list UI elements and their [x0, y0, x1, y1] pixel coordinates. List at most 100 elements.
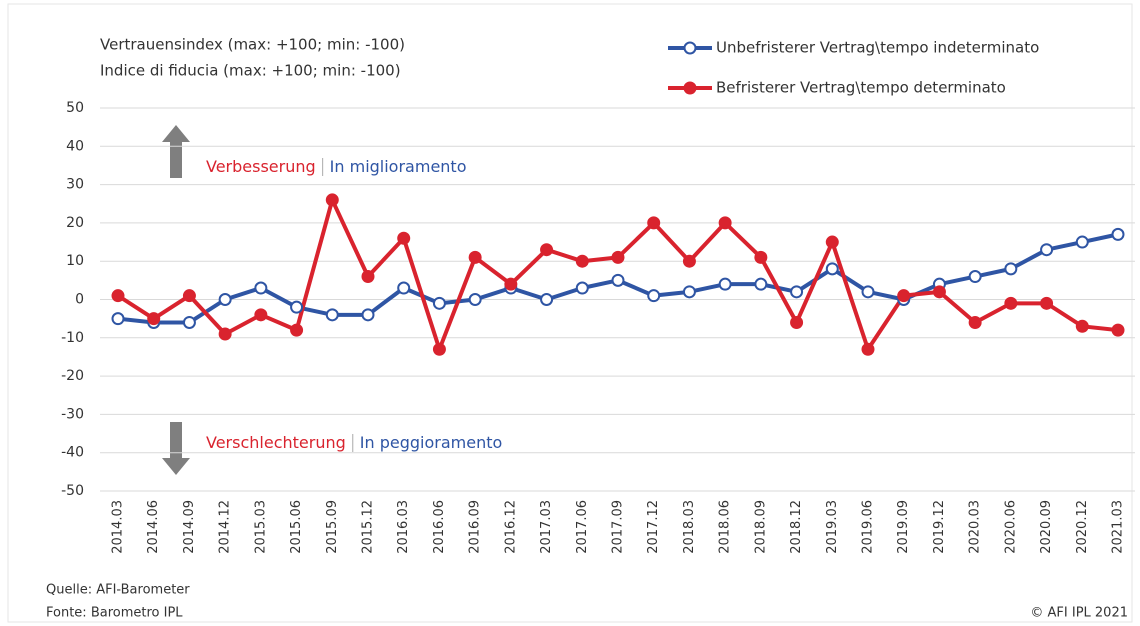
annotation-part: In peggioramento — [360, 433, 503, 452]
x-tick-label: 2019.09 — [896, 500, 911, 554]
point — [790, 285, 804, 299]
point — [611, 250, 625, 264]
point — [1075, 235, 1089, 249]
x-tick-label: 2021.03 — [1111, 500, 1126, 554]
point — [647, 216, 661, 230]
x-tick-label: 2019.03 — [825, 500, 840, 554]
y-tick-label: -30 — [61, 406, 84, 422]
point — [825, 235, 839, 249]
point — [361, 308, 375, 322]
annotation-part: Verschlechterung — [206, 433, 346, 452]
point — [754, 250, 768, 264]
x-tick-label: 2018.09 — [753, 500, 768, 554]
point — [218, 327, 232, 341]
up-arrow — [162, 125, 190, 178]
point — [540, 293, 554, 306]
x-tick-label: 2020.06 — [1003, 500, 1018, 554]
point — [325, 308, 339, 322]
point — [1004, 296, 1018, 310]
point — [861, 342, 875, 356]
point — [575, 281, 589, 295]
point — [361, 270, 375, 284]
point — [290, 323, 304, 337]
point — [754, 277, 768, 291]
x-tick-label: 2019.12 — [932, 500, 947, 554]
point — [504, 277, 518, 291]
point — [325, 193, 339, 207]
x-tick-label: 2020.03 — [968, 500, 983, 554]
legend-label: Unbefristerer Vertrag\tempo indeterminat… — [716, 39, 1039, 57]
legend-marker — [683, 81, 697, 95]
annotation: Verschlechterung In peggioramento — [206, 433, 502, 452]
point — [968, 270, 982, 284]
x-tick-label: 2014.09 — [182, 500, 197, 554]
x-tick-label: 2017.03 — [539, 500, 554, 554]
x-tick-label: 2016.03 — [396, 500, 411, 554]
point — [397, 281, 411, 295]
x-tick-label: 2018.03 — [682, 500, 697, 554]
point — [468, 293, 482, 306]
point — [1111, 323, 1125, 337]
point — [718, 277, 732, 291]
x-tick-label: 2020.12 — [1075, 500, 1090, 554]
annotation-part: In miglioramento — [330, 157, 467, 176]
chart-title: Indice di fiducia (max: +100; min: -100) — [100, 62, 401, 80]
point — [182, 289, 196, 303]
point — [718, 216, 732, 230]
x-tick-label: 2015.12 — [361, 500, 376, 554]
point — [111, 289, 125, 303]
source: Quelle: AFI-Barometer — [46, 583, 190, 598]
point — [861, 285, 875, 299]
x-tick-label: 2015.06 — [289, 500, 304, 554]
legend-label: Befristerer Vertrag\tempo determinato — [716, 79, 1006, 97]
point — [432, 342, 446, 356]
point — [682, 285, 696, 299]
down-arrow — [162, 422, 190, 475]
x-tick-label: 2017.06 — [575, 500, 590, 554]
point — [182, 315, 196, 329]
x-tick-label: 2016.12 — [503, 500, 518, 554]
y-tick-label: 40 — [66, 138, 84, 154]
y-tick-label: 50 — [66, 100, 84, 116]
point — [290, 300, 304, 314]
x-tick-label: 2019.06 — [861, 500, 876, 554]
y-tick-label: 10 — [66, 253, 84, 269]
point — [218, 293, 232, 306]
copyright: © AFI IPL 2021 — [1030, 606, 1128, 621]
x-tick-label: 2018.12 — [789, 500, 804, 554]
point — [647, 289, 661, 303]
x-tick-label: 2017.09 — [611, 500, 626, 554]
point — [111, 312, 125, 326]
x-tick-label: 2015.09 — [325, 500, 340, 554]
x-tick-label: 2020.09 — [1039, 500, 1054, 554]
x-tick-label: 2016.09 — [468, 500, 483, 554]
x-tick-label: 2014.03 — [111, 500, 126, 554]
point — [968, 315, 982, 329]
y-tick-label: -40 — [61, 445, 84, 461]
y-tick-label: -10 — [61, 330, 84, 346]
point — [540, 243, 554, 257]
point — [254, 308, 268, 322]
x-tick-label: 2015.03 — [253, 500, 268, 554]
legend-marker — [683, 41, 697, 55]
point — [932, 285, 946, 299]
frame — [7, 3, 1133, 623]
point — [611, 273, 625, 287]
annotation-part: Verbesserung — [206, 157, 316, 176]
point — [468, 250, 482, 264]
point — [1111, 227, 1125, 241]
point — [790, 315, 804, 329]
point — [397, 231, 411, 245]
source: Fonte: Barometro IPL — [46, 606, 183, 621]
point — [1040, 296, 1054, 310]
point — [1075, 319, 1089, 333]
point — [682, 254, 696, 268]
y-tick-label: 30 — [66, 177, 84, 193]
chart-title: Vertrauensindex (max: +100; min: -100) — [100, 36, 405, 54]
point — [254, 281, 268, 295]
y-tick-label: 0 — [75, 292, 84, 308]
x-tick-label: 2016.06 — [432, 500, 447, 554]
x-tick-label: 2014.06 — [146, 500, 161, 554]
point — [897, 289, 911, 303]
point — [825, 262, 839, 276]
